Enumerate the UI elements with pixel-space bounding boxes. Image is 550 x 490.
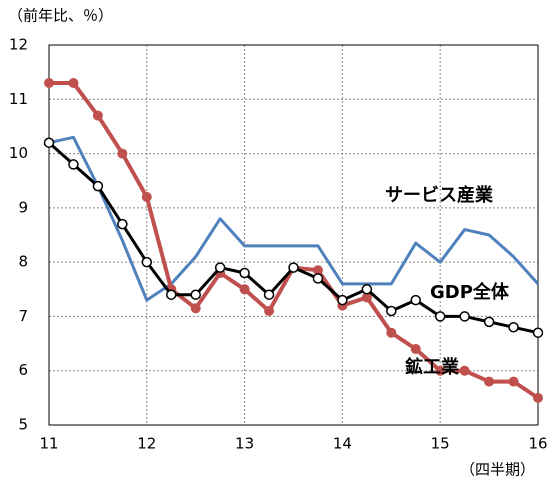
data-point: [386, 305, 397, 317]
data-point: [43, 137, 55, 148]
series-label: 鉱工業: [405, 356, 460, 378]
data-point: [239, 267, 250, 279]
x-tick-label: 11: [39, 435, 58, 453]
y-tick-label: 9: [18, 198, 28, 216]
data-point: [288, 262, 299, 273]
y-tick-label: 8: [18, 253, 28, 271]
data-point: [459, 365, 470, 376]
data-point: [533, 392, 543, 403]
data-point: [92, 180, 104, 192]
data-point: [410, 294, 421, 306]
y-tick-label: 6: [18, 361, 28, 379]
data-point: [361, 292, 372, 303]
data-point: [410, 344, 421, 354]
data-point: [312, 273, 324, 284]
data-point: [92, 110, 103, 121]
data-point: [166, 289, 177, 300]
y-tick-label: 11: [9, 90, 28, 108]
series-label: GDP全体: [430, 281, 510, 303]
data-point: [435, 365, 446, 376]
data-point: [508, 322, 519, 333]
data-point: [337, 294, 348, 306]
x-tick-label: 16: [528, 435, 547, 453]
data-point: [312, 265, 323, 276]
data-point: [117, 218, 128, 230]
data-point: [508, 376, 519, 387]
x-tick-label: 15: [431, 435, 450, 453]
data-point: [459, 311, 470, 322]
data-point: [239, 284, 250, 295]
data-point: [386, 327, 397, 338]
data-point: [484, 376, 495, 387]
x-tick-label: 13: [235, 435, 254, 453]
data-point: [117, 148, 128, 159]
data-point: [141, 256, 153, 268]
x-tick-label: 14: [333, 435, 352, 453]
data-point: [434, 311, 446, 322]
data-point: [141, 192, 152, 202]
y-tick-label: 12: [9, 36, 28, 54]
chart-title: （前年比、％）: [8, 7, 113, 25]
data-point: [190, 303, 201, 314]
data-point: [483, 316, 495, 328]
data-point: [68, 78, 79, 88]
plot-frame: [48, 44, 539, 426]
x-axis-label: （四半期）: [460, 461, 535, 479]
series-label: サービス産業: [385, 184, 494, 206]
y-tick-label: 5: [18, 416, 28, 434]
data-point: [263, 289, 275, 300]
data-point: [68, 159, 79, 170]
y-tick-label: 7: [18, 307, 28, 325]
data-point: [190, 289, 201, 300]
data-point: [361, 284, 373, 295]
series-line: [48, 135, 540, 302]
y-tick-label: 10: [9, 144, 28, 162]
x-tick-label: 12: [137, 435, 156, 453]
data-point: [44, 78, 54, 88]
data-point: [264, 306, 275, 316]
data-point: [214, 262, 226, 273]
data-point: [532, 327, 544, 338]
